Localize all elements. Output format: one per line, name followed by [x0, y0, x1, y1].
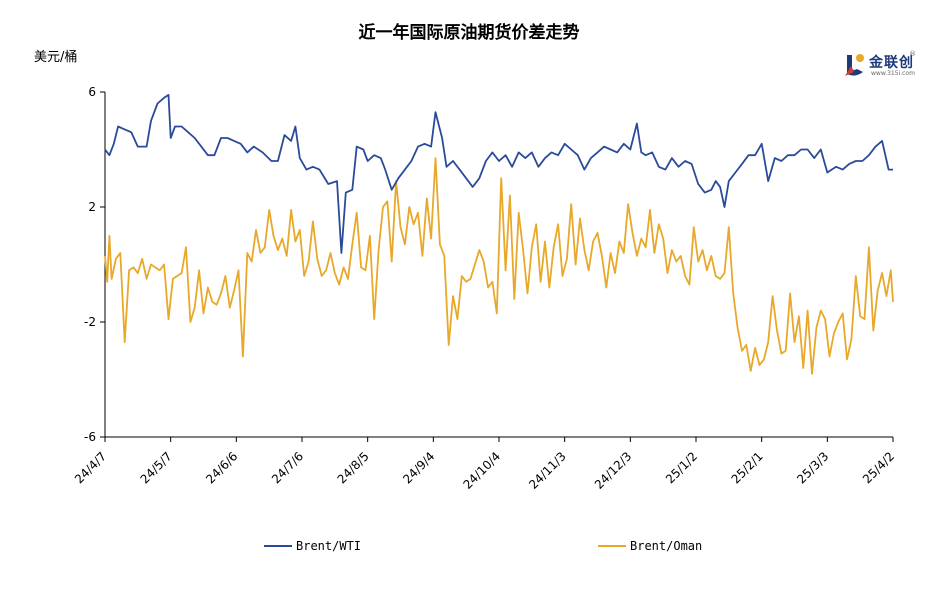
series-line-brent-wti [104, 94, 893, 254]
logo-url: www.315i.com [871, 70, 915, 77]
x-tick-label: 24/9/4 [400, 449, 437, 486]
y-axis-unit-label: 美元/桶 [34, 50, 78, 65]
chart-axes: 6 2 -2 -6 24/4/7 24/5/7 24/6/6 24/7/6 24/8/5 24/9… [72, 85, 897, 492]
y-tick-label: 2 [88, 200, 96, 214]
legend-label-brent-wti: Brent/WTI [296, 539, 361, 553]
x-tick-label: 24/12/3 [592, 449, 635, 492]
chart-title: 近一年国际原油期货价差走势 [358, 23, 580, 43]
logo-registered-mark: ® [909, 50, 916, 58]
x-tick-label: 24/5/7 [138, 449, 175, 486]
x-tick-label: 24/10/4 [461, 449, 504, 492]
x-tick-label: 24/11/3 [526, 449, 569, 492]
x-tick-label: 24/7/6 [269, 449, 306, 486]
y-tick-label: -2 [84, 315, 96, 329]
x-tick-label: 24/4/7 [72, 449, 109, 486]
y-tick-label: 6 [88, 85, 96, 99]
logo-brand-text: 金联创 [869, 55, 914, 71]
x-tick-label: 25/3/3 [794, 449, 831, 486]
legend-label-brent-oman: Brent/Oman [630, 539, 702, 553]
logo: 金联创 ® www.315i.com [843, 50, 916, 82]
x-tick-label: 24/6/6 [203, 449, 240, 486]
x-tick-label: 24/8/5 [335, 449, 372, 486]
x-tick-label: 25/4/2 [860, 449, 897, 486]
x-tick-label: 25/2/1 [729, 449, 766, 486]
chart-series [104, 94, 894, 375]
logo-mark-icon [845, 54, 864, 76]
series-line-brent-oman [104, 157, 894, 375]
chart-legend: Brent/WTI Brent/Oman [264, 539, 702, 553]
y-tick-label: -6 [84, 430, 96, 444]
x-tick-label: 25/1/2 [663, 449, 700, 486]
